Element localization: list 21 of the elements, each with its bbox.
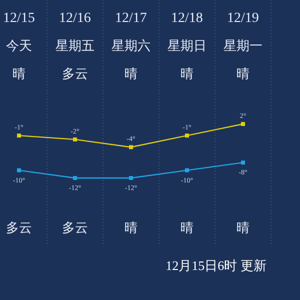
annotation: 晴 bbox=[236, 220, 250, 235]
category: 12/19 bbox=[227, 11, 259, 26]
annotation: 星期日 bbox=[168, 38, 206, 53]
annotation: 多云 bbox=[62, 66, 88, 81]
annotation: 晴 bbox=[124, 220, 138, 235]
annotation: 晴 bbox=[124, 66, 138, 81]
category: 12/16 bbox=[59, 11, 91, 26]
annotation: 星期五 bbox=[56, 38, 94, 53]
annotation: 星期一 bbox=[224, 38, 262, 53]
annotation: 多云 bbox=[62, 220, 88, 235]
annotation: 晴 bbox=[236, 66, 250, 81]
category: 12/18 bbox=[171, 11, 203, 26]
category: 12/17 bbox=[115, 11, 147, 26]
annotation: 星期六 bbox=[112, 38, 150, 53]
annotation: 12月15日6时 更新 bbox=[166, 258, 266, 273]
category: 12/15 bbox=[3, 11, 35, 26]
annotation: 晴 bbox=[180, 220, 194, 235]
annotation: 今天 bbox=[6, 38, 32, 53]
annotation: 多云 bbox=[6, 220, 32, 235]
annotation: 晴 bbox=[12, 66, 26, 81]
annotation: 晴 bbox=[180, 66, 194, 81]
